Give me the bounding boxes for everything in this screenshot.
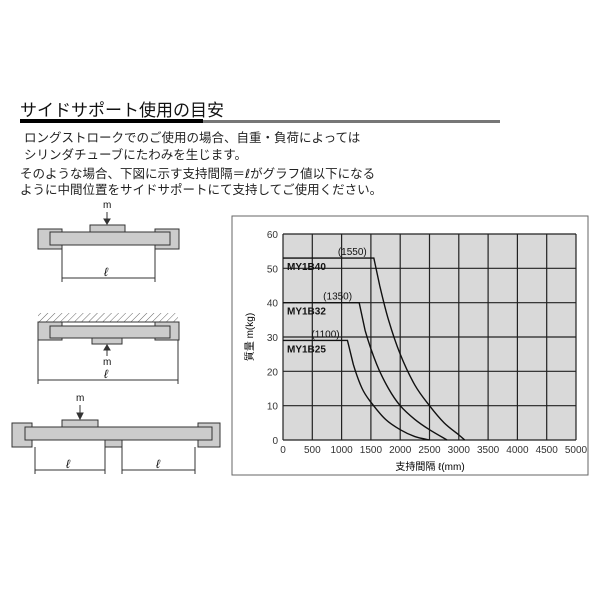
x-tick-label: 3000 [448, 445, 471, 456]
y-tick-label: 60 [267, 230, 279, 241]
series-annotation: (1100) [311, 329, 339, 340]
cylinder-tube [24, 426, 213, 441]
y-tick-label: 0 [272, 436, 278, 447]
x-tick-label: 2500 [418, 445, 441, 456]
mass-label: m [76, 393, 84, 404]
y-tick-label: 20 [267, 367, 279, 378]
series-line-my1b25 [283, 339, 430, 441]
load [91, 337, 123, 345]
ceiling-hatch [38, 313, 178, 322]
x-tick-label: 2000 [389, 445, 412, 456]
title-underline [20, 119, 203, 123]
arrow-head-icon [103, 344, 111, 351]
x-tick-label: 4000 [506, 445, 529, 456]
span-label: ℓ [104, 367, 109, 381]
x-tick-label: 500 [304, 445, 321, 456]
paragraph-line: ように中間位置をサイドサポートにて支持してご使用ください。 [20, 182, 383, 197]
x-tick-label: 5000 [565, 445, 588, 456]
mass-label: m [103, 357, 111, 368]
diagram-ceiling-mount: m ℓ [37, 313, 180, 384]
title-underline-rule [203, 120, 500, 123]
span-label: ℓ [66, 457, 71, 471]
x-axis-label: 支持間隔 ℓ(mm) [395, 460, 464, 473]
diagram-side-support: m ℓ ℓ [11, 393, 221, 474]
span-label: ℓ [104, 265, 109, 279]
paragraph-line: ロングストロークでのご使用の場合、自重・負荷によっては [24, 130, 361, 145]
load [89, 224, 126, 233]
y-tick-label: 30 [267, 333, 279, 344]
chart-frame [231, 215, 589, 476]
series-label: MY1B32 [287, 307, 326, 318]
span-label: ℓ [156, 457, 161, 471]
x-tick-label: 1000 [330, 445, 353, 456]
series-lines: MY1B40 (1550) MY1B32 (1350) MY1B25 (1100) [283, 247, 466, 441]
x-tick-label: 0 [280, 445, 286, 456]
y-tick-label: 10 [267, 402, 279, 413]
mass-label: m [103, 200, 111, 211]
diagram-floor-mount: m ℓ [37, 200, 180, 282]
support-diagrams: m ℓ m ℓ m ℓ ℓ [11, 200, 221, 474]
series-label: MY1B40 [287, 262, 326, 273]
y-tick-label: 40 [267, 299, 279, 310]
arrow-head-icon [103, 218, 111, 225]
tick-labels: 0 500 1000 1500 2000 2500 3000 3500 4000 4500 5000… [267, 230, 588, 456]
series-label: MY1B25 [287, 344, 326, 355]
series-annotation: (1350) [323, 292, 352, 303]
x-tick-label: 4500 [536, 445, 559, 456]
paragraph-line: そのような場合、下図に示す支持間隔＝ℓがグラフ値以下になる [20, 166, 376, 181]
section-title: サイドサポート使用の目安 [20, 101, 224, 121]
y-tick-label: 50 [267, 264, 279, 275]
series-line-my1b40 [283, 257, 466, 441]
arrow-head-icon [76, 412, 84, 421]
paragraph-line: シリンダチューブにたわみを生じます。 [24, 147, 248, 162]
x-tick-label: 3500 [477, 445, 500, 456]
series-line-my1b32 [283, 301, 448, 441]
y-axis-label: 質量 m(kg) [243, 313, 256, 361]
x-tick-label: 1500 [360, 445, 383, 456]
series-annotation: (1550) [338, 247, 367, 258]
